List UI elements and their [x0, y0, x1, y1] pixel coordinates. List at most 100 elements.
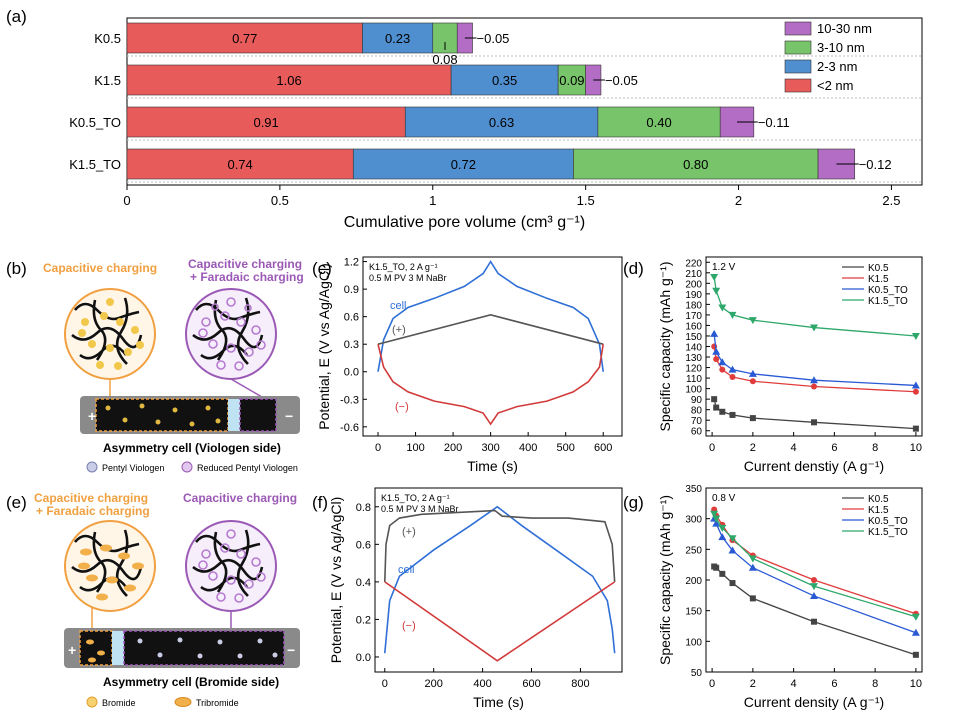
legend-swatch: [784, 78, 812, 93]
data-point: [719, 408, 726, 415]
y-axis-label: Specific capacity (mAh g⁻¹): [657, 262, 673, 432]
data-label: 0.74: [227, 157, 252, 172]
diagram-e-title-left-2: + Faradaic charging: [36, 504, 150, 518]
data-point: [712, 515, 721, 523]
legend-label: 10-30 nm: [817, 21, 872, 36]
diagram-e: Capacitive charging + Faradaic charging …: [34, 491, 300, 708]
y-tick-label: 100: [685, 385, 702, 396]
series-label: (+): [392, 324, 406, 336]
data-point: [718, 358, 727, 366]
x-tick-label: 2: [750, 442, 756, 454]
x-tick-label: 6: [831, 678, 837, 690]
plot-frame-c: [362, 256, 623, 437]
data-label: −0.05: [477, 31, 510, 46]
legend-label: K1.5_TO: [868, 296, 908, 307]
data-point: [719, 366, 726, 373]
bar-segment: [126, 106, 406, 138]
data-point: [710, 274, 719, 282]
data-point: [728, 311, 737, 319]
bar-segment: [597, 106, 721, 138]
legend-label: K1.5_TO: [868, 527, 908, 538]
data-point: [912, 388, 919, 395]
y-tick-label: 0.9: [344, 284, 359, 296]
data-point: [749, 595, 756, 602]
y-tick-label: 0.6: [344, 312, 359, 324]
y-tick-label: 100: [685, 637, 702, 648]
data-label: 1.06: [276, 73, 301, 88]
legend-reduced-viologen: Reduced Pentyl Viologen: [197, 463, 298, 473]
series-label: cell: [398, 564, 415, 576]
data-label: 0.80: [683, 157, 708, 172]
pore-walls-right: [192, 297, 264, 365]
data-point: [711, 396, 718, 403]
x-tick-label: 0: [375, 442, 381, 454]
legend-label: 3-10 nm: [817, 40, 865, 55]
data-point: [712, 347, 721, 355]
legend-label: 2-3 nm: [817, 59, 857, 74]
pore-walls-left: [71, 297, 143, 365]
y-tick-label: 150: [685, 332, 702, 343]
x-tick-label: 8: [872, 678, 878, 690]
series-line-(+): [377, 314, 604, 345]
diagram-b-title-right-2: + Faradaic charging: [190, 270, 304, 284]
annotation: 0.8 V: [712, 493, 736, 504]
y-tick-label: 0.0: [344, 367, 359, 379]
data-label: 0.72: [451, 157, 476, 172]
data-point: [811, 618, 817, 625]
panel-label-b: (b): [6, 259, 27, 278]
legend-tribromide-icon: [174, 697, 192, 707]
data-point: [748, 317, 757, 325]
separator-e: [112, 631, 124, 665]
y-tick-label: 220: [685, 258, 702, 269]
x-axis-label: Time (s): [467, 458, 518, 474]
x-tick-label: 600: [594, 442, 612, 454]
panel-label-a: (a): [6, 7, 27, 26]
data-point: [748, 563, 757, 571]
y-tick-label: -0.3: [340, 394, 359, 406]
x-tick-label: 400: [473, 678, 491, 690]
bar-segment: [352, 148, 574, 180]
data-label: 0.40: [646, 115, 671, 130]
plot-frame-d: [705, 256, 923, 437]
x-tick-label: 10: [910, 442, 922, 454]
x-tick-label: 4: [791, 442, 797, 454]
diagram-e-title-right: Capacitive charging: [183, 491, 297, 505]
x-tick-label: 0.5: [271, 193, 289, 208]
x-tick-label: 200: [444, 442, 462, 454]
series-line-(+): [383, 509, 616, 582]
carbon-electrode-left-b: [95, 398, 229, 432]
data-label: 0.08: [432, 52, 457, 67]
y-tick-label: 300: [685, 515, 702, 526]
data-point: [911, 381, 920, 389]
y-tick-label: 200: [685, 279, 702, 290]
diagram-b: Capacitive charging Capacitive charging …: [43, 257, 304, 473]
plot-frame-f: [374, 487, 623, 673]
y-tick-label: 70: [691, 416, 703, 427]
battery-plus-e: +: [68, 642, 76, 658]
diagram-e-title-left-1: Capacitive charging: [34, 491, 148, 505]
chart-a-pore-volume: K0.5 0.77 0.23 0.08 −0.05 K1.5 1.06 0.35 0.09 −0.…: [69, 17, 923, 231]
pore-walls-e-right: [192, 529, 264, 597]
data-point: [911, 613, 920, 621]
y-tick-label: 140: [685, 343, 702, 354]
data-label: 0.63: [489, 115, 514, 130]
bar-segment: [557, 64, 586, 96]
legend-swatch: [784, 40, 812, 55]
series-line-(−): [384, 581, 616, 662]
legend-swatch: [784, 59, 812, 74]
diagram-b-title-left: Capacitive charging: [43, 261, 157, 275]
data-point: [749, 378, 756, 385]
annotation: K1.5_TO, 2 A g⁻¹: [369, 262, 438, 272]
x-tick-label: 2: [750, 678, 756, 690]
data-label: −0.12: [859, 157, 892, 172]
bar-segment: [573, 148, 819, 180]
data-point: [728, 535, 737, 543]
legend-label: K0.5_TO: [868, 516, 908, 527]
chart-c-gcd-viologen: 0 100 200 300 400 500 600 -0.6 -0.3 0.0 0.3 0.6 0.9 1…: [316, 256, 623, 474]
bar-segment: [450, 64, 559, 96]
data-point: [713, 356, 720, 363]
y-tick-label: 160: [685, 321, 702, 332]
y-tick-label: 0.6: [356, 539, 371, 551]
data-point: [911, 628, 920, 636]
